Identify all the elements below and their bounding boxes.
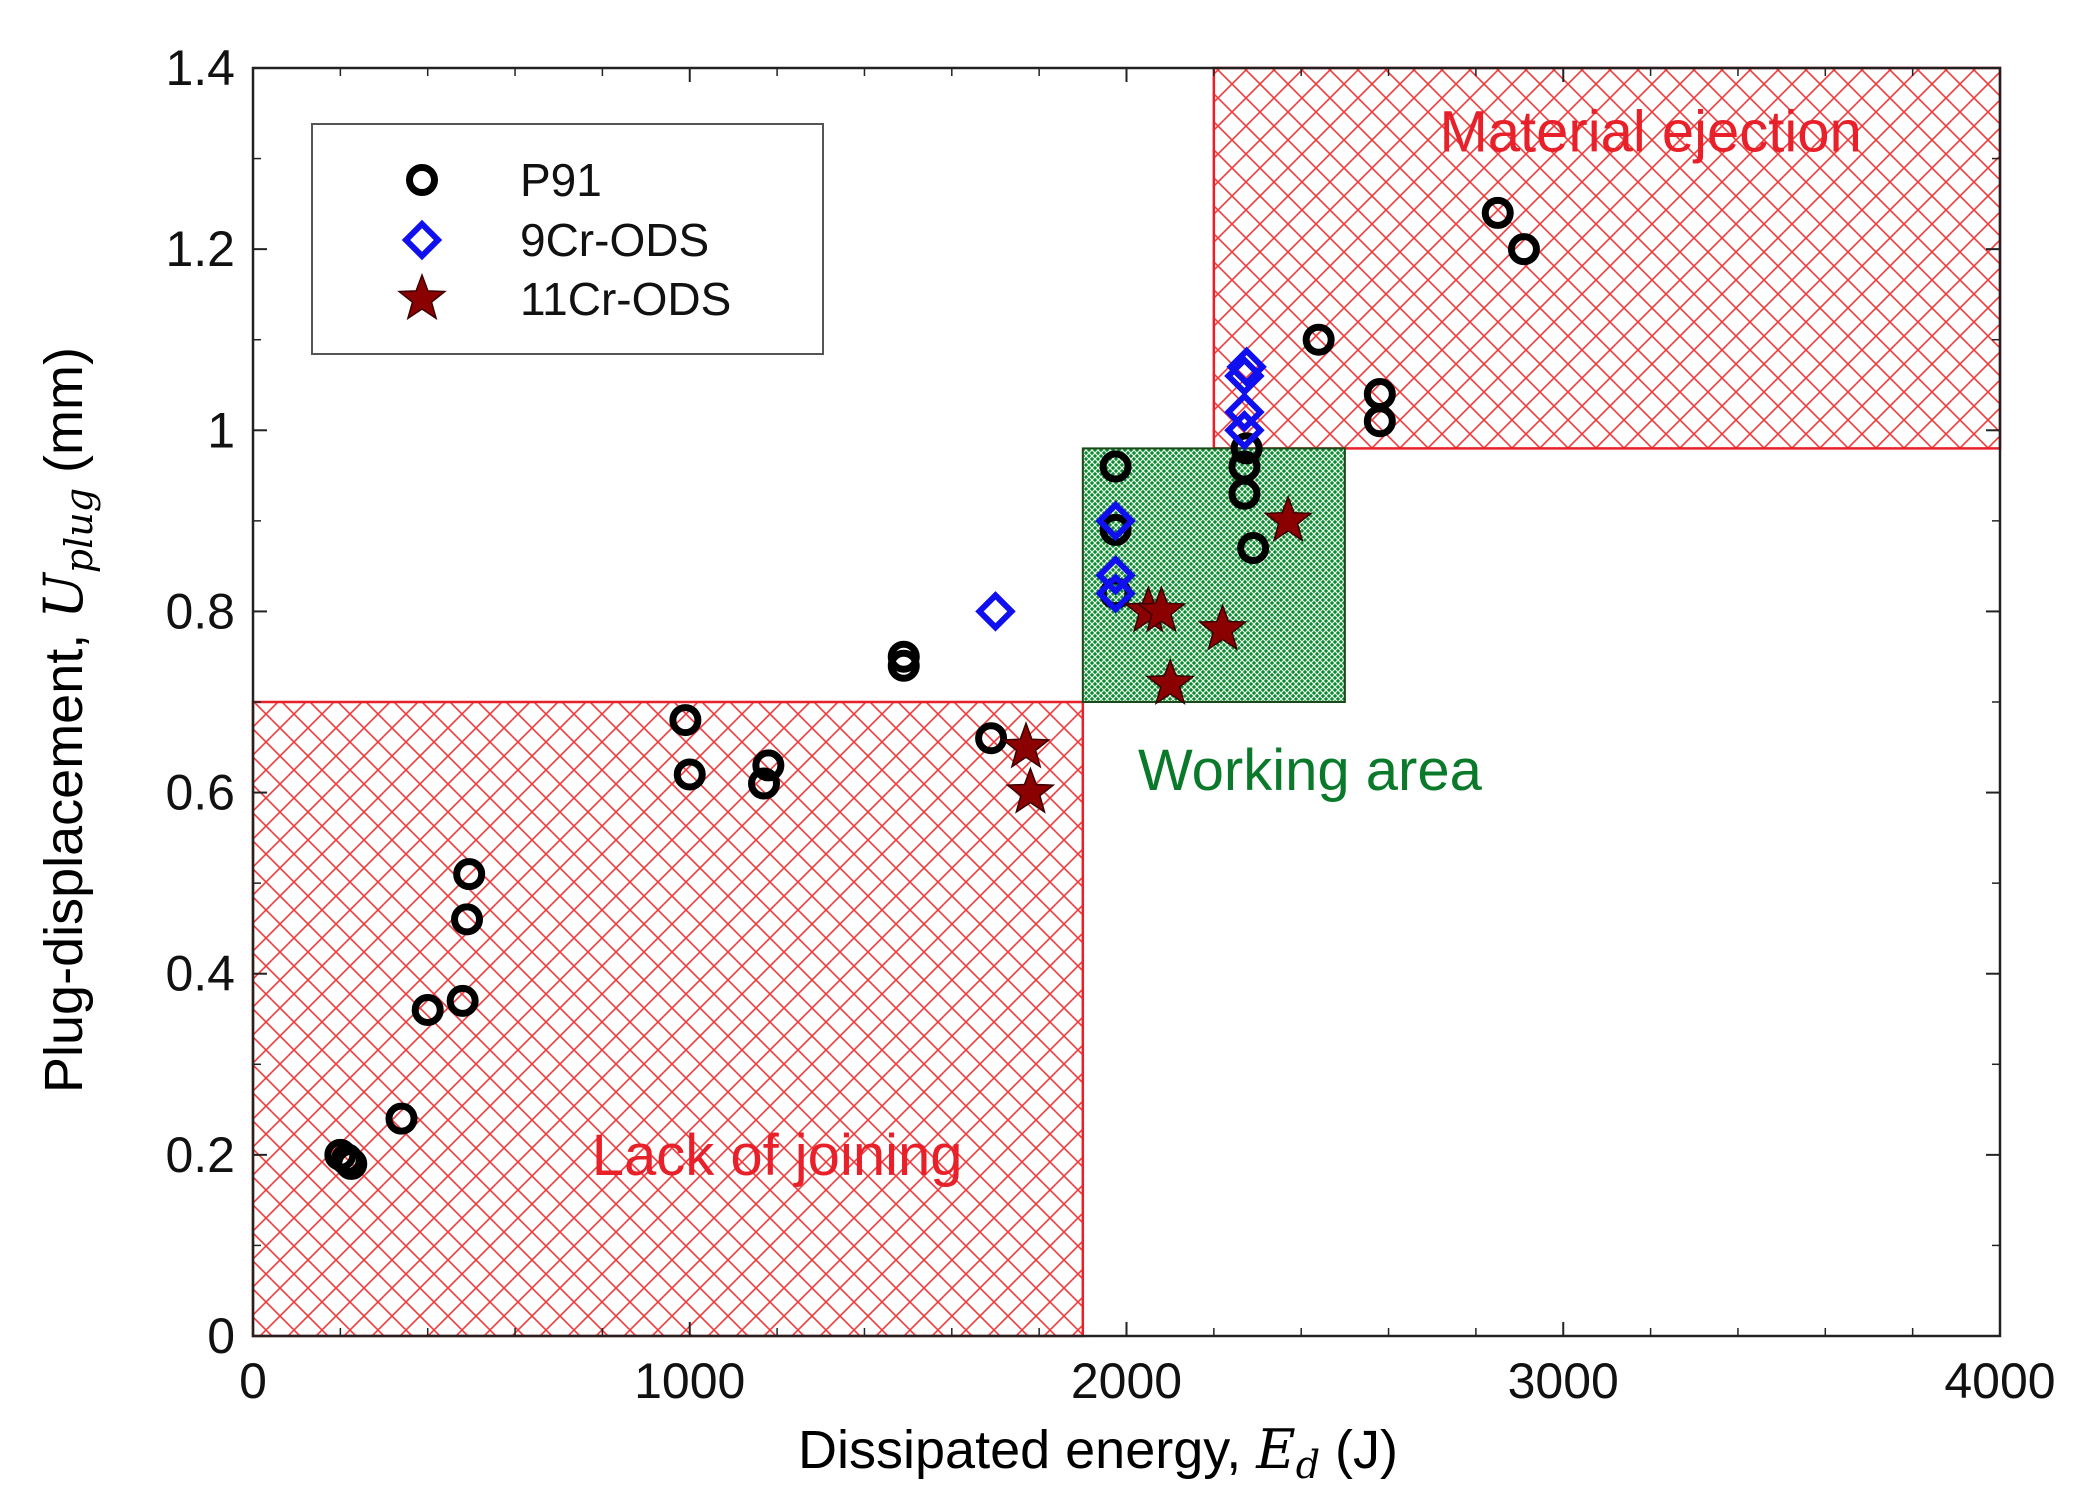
point-p91 bbox=[411, 993, 444, 1026]
point-11cr-ods bbox=[1263, 494, 1313, 543]
point-p91 bbox=[1302, 323, 1335, 356]
x-axis-title-text: Dissipated energy, bbox=[798, 1420, 1256, 1480]
y-tick-label: 1.4 bbox=[165, 40, 235, 96]
point-p91 bbox=[453, 858, 486, 891]
point-p91 bbox=[1507, 233, 1540, 266]
x-tick-label: 3000 bbox=[1508, 1353, 1619, 1409]
point-11cr-ods bbox=[1136, 585, 1187, 633]
series-11cr-ods bbox=[1001, 494, 1313, 814]
point-p91 bbox=[887, 640, 920, 673]
point-11cr-ods bbox=[1145, 657, 1196, 706]
y-tick-label: 0.4 bbox=[165, 946, 235, 1002]
y-tick-label: 0.2 bbox=[165, 1127, 235, 1183]
y-axis-title-unit: (mm) bbox=[34, 347, 94, 488]
x-axis-title-symbol: E bbox=[1255, 1418, 1295, 1481]
region-lack-of-joining bbox=[251, 700, 1085, 1338]
series-p91 bbox=[324, 196, 1540, 1180]
point-p91 bbox=[1099, 513, 1132, 546]
point-p91 bbox=[446, 984, 479, 1017]
point-p91 bbox=[752, 749, 785, 782]
point-p91 bbox=[1481, 196, 1514, 229]
legend-label-11cr-ods: 11Cr-ODS bbox=[520, 273, 731, 325]
point-9cr-ods bbox=[1095, 554, 1136, 596]
x-axis-title-subscript: d bbox=[1296, 1443, 1320, 1487]
y-axis-title-symbol: U bbox=[32, 572, 95, 619]
region-label-working-area: Working area bbox=[1138, 738, 1483, 803]
point-9cr-ods bbox=[975, 591, 1016, 632]
point-p91 bbox=[975, 722, 1008, 755]
point-p91 bbox=[451, 903, 484, 936]
point-9cr-ods bbox=[1095, 573, 1136, 614]
y-tick-label: 1.2 bbox=[165, 221, 235, 277]
point-p91 bbox=[673, 758, 706, 791]
legend-marker-p91 bbox=[406, 164, 438, 196]
regions-layer bbox=[251, 66, 2002, 1338]
region-label-material-ejection: Material ejection bbox=[1439, 99, 1861, 164]
x-axis-title: Dissipated energy, Ed (J) bbox=[798, 1418, 1398, 1487]
x-axis-title-unit: (J) bbox=[1320, 1420, 1398, 1480]
legend-box bbox=[311, 123, 824, 355]
y-axis-title-subscript: plug bbox=[57, 488, 101, 573]
axis-ticks: 0 1000 2000 3000 4000 0 0.2 0.4 0.6 0.8 1 1.2 1.4 bbox=[165, 40, 2055, 1409]
y-tick-label: 0 bbox=[207, 1308, 235, 1364]
legend: P91 9Cr-ODS 11Cr-ODS bbox=[311, 123, 824, 355]
legend-markers bbox=[397, 164, 447, 321]
point-p91 bbox=[385, 1102, 418, 1135]
point-p91 bbox=[1237, 532, 1270, 565]
x-tick-label: 4000 bbox=[1944, 1353, 2055, 1409]
legend-label-p91: P91 bbox=[520, 154, 602, 206]
y-axis-title-text: Plug-displacement, bbox=[34, 619, 94, 1093]
point-p91 bbox=[1363, 378, 1396, 411]
x-tick-label: 2000 bbox=[1071, 1353, 1182, 1409]
data-points bbox=[324, 196, 1540, 1180]
y-axis-title: Plug-displacement, Uplug (mm) bbox=[32, 347, 101, 1093]
y-tick-label: 1 bbox=[207, 402, 235, 458]
y-tick-label: 0.6 bbox=[165, 765, 235, 821]
region-labels: Lack of joining Material ejection Working … bbox=[592, 99, 1862, 1187]
point-9cr-ods bbox=[1226, 346, 1267, 388]
point-9cr-ods bbox=[1095, 500, 1136, 542]
point-11cr-ods bbox=[1197, 603, 1248, 651]
region-label-lack-of-joining: Lack of joining bbox=[592, 1123, 963, 1188]
point-9cr-ods bbox=[1224, 391, 1265, 433]
point-p91 bbox=[747, 767, 780, 800]
legend-marker-11cr-ods bbox=[397, 272, 447, 321]
point-p91 bbox=[335, 1147, 368, 1180]
point-11cr-ods bbox=[1005, 766, 1056, 814]
region-material-ejection bbox=[1212, 66, 2002, 450]
x-tick-label: 1000 bbox=[634, 1353, 745, 1409]
region-working-area bbox=[1081, 447, 1346, 703]
point-9cr-ods bbox=[1224, 410, 1265, 451]
point-p91 bbox=[1228, 450, 1261, 483]
point-p91 bbox=[669, 704, 702, 737]
legend-label-9cr-ods: 9Cr-ODS bbox=[520, 214, 709, 266]
point-11cr-ods bbox=[1001, 721, 1051, 769]
point-p91 bbox=[1230, 432, 1263, 465]
legend-marker-9cr-ods bbox=[401, 219, 443, 261]
x-tick-label: 0 bbox=[239, 1353, 267, 1409]
y-tick-label: 0.8 bbox=[165, 583, 235, 639]
point-p91 bbox=[1099, 450, 1132, 483]
series-9cr-ods bbox=[975, 346, 1267, 632]
